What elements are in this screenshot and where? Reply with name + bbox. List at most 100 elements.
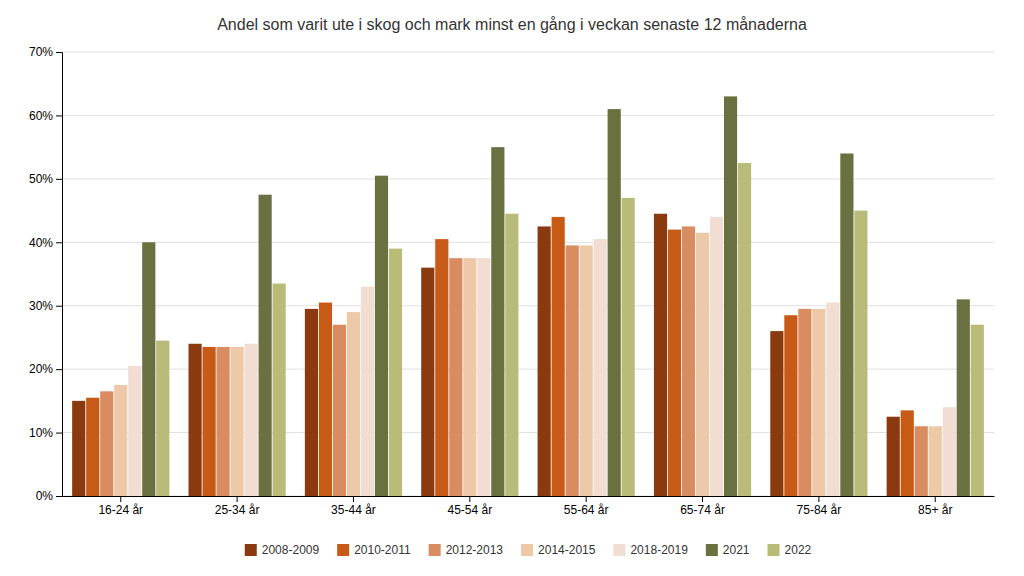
x-tick-mark	[935, 496, 936, 502]
bar	[273, 284, 286, 496]
legend-swatch	[706, 544, 718, 556]
legend-label: 2021	[723, 543, 750, 557]
y-tick-mark	[56, 369, 62, 370]
bar-series	[156, 163, 984, 496]
bar	[552, 217, 565, 496]
x-tick: 85+ år	[918, 496, 952, 517]
grid-line	[62, 178, 994, 179]
x-tick-label: 35-44 år	[331, 503, 376, 517]
x-tick: 25-34 år	[215, 496, 260, 517]
bar	[203, 347, 216, 496]
grid-line	[62, 432, 994, 433]
grid-line	[62, 369, 994, 370]
y-tick-mark	[56, 433, 62, 434]
bar	[854, 211, 867, 496]
y-tick-label: 40%	[29, 236, 53, 250]
x-tick-label: 16-24 år	[98, 503, 143, 517]
legend-item: 2014-2015	[521, 543, 596, 557]
bar	[505, 214, 518, 496]
plot: 0% 10% 20% 30% 40% 50% 60% 70% 16-24 år 25-34 år 3…	[29, 45, 995, 516]
legend-label: 2018-2019	[630, 543, 688, 557]
y-tick-label: 70%	[29, 45, 53, 59]
bar	[901, 410, 914, 496]
bar	[435, 239, 448, 496]
bar-series	[114, 233, 942, 496]
bar	[245, 344, 258, 496]
bar	[943, 407, 956, 496]
x-tick: 75-84 år	[797, 496, 842, 517]
bar	[217, 347, 230, 496]
grid-line	[62, 305, 994, 306]
bar	[189, 344, 202, 496]
bar	[696, 233, 709, 496]
x-tick-mark	[702, 496, 703, 502]
bar	[361, 287, 374, 496]
bar	[682, 226, 695, 496]
bar	[622, 198, 635, 496]
bar-series	[142, 96, 970, 496]
legend-swatch	[337, 544, 349, 556]
y-tick-label: 60%	[29, 109, 53, 123]
legend-label: 2010-2011	[354, 543, 411, 557]
x-tick-label: 75-84 år	[797, 503, 842, 517]
bar	[491, 147, 504, 496]
y-tick: 10%	[29, 426, 62, 440]
x-tick-mark	[353, 496, 354, 502]
y-tick-mark	[56, 496, 62, 497]
x-tick-mark	[237, 496, 238, 502]
bar	[128, 366, 141, 496]
chart: Andel som varit ute i skog och mark mins…	[0, 0, 1024, 576]
y-tick: 30%	[29, 299, 62, 313]
grid-line	[62, 52, 994, 53]
legend-item: 2010-2011	[337, 543, 411, 557]
bar	[231, 347, 244, 496]
y-axis: 0% 10% 20% 30% 40% 50% 60% 70%	[29, 45, 63, 503]
bar	[738, 163, 751, 496]
bar	[156, 341, 169, 496]
x-tick: 16-24 år	[98, 496, 143, 517]
legend-label: 2008-2009	[262, 543, 320, 557]
title: Andel som varit ute i skog och mark mins…	[217, 16, 807, 33]
bar	[826, 303, 839, 496]
legend-swatch	[245, 544, 257, 556]
x-tick: 65-74 år	[680, 496, 725, 517]
bar	[840, 153, 853, 496]
bar-series	[128, 217, 956, 496]
bar	[72, 401, 85, 496]
legend-item: 2008-2009	[245, 543, 320, 557]
bar	[100, 391, 113, 496]
x-tick-mark	[818, 496, 819, 502]
bar	[668, 230, 681, 496]
bar-series	[72, 214, 900, 496]
bar	[86, 398, 99, 496]
legend-swatch	[768, 544, 780, 556]
bar	[375, 176, 388, 496]
bar	[463, 258, 476, 496]
x-tick-label: 45-54 år	[447, 503, 492, 517]
y-tick-mark	[56, 115, 62, 116]
y-tick-label: 20%	[29, 362, 53, 376]
legend-label: 2014-2015	[538, 543, 596, 557]
y-tick-label: 50%	[29, 172, 53, 186]
bar	[305, 309, 318, 496]
x-tick-mark	[586, 496, 587, 502]
bar	[770, 331, 783, 496]
y-tick: 40%	[29, 236, 62, 250]
y-tick-mark	[56, 306, 62, 307]
bar	[538, 226, 551, 496]
x-tick-label: 55-64 år	[564, 503, 609, 517]
x-tick-label: 65-74 år	[680, 503, 725, 517]
bar	[259, 195, 272, 496]
bar	[389, 249, 402, 496]
y-tick-label: 10%	[29, 426, 53, 440]
bar	[654, 214, 667, 496]
x-tick: 55-64 år	[564, 496, 609, 517]
bar	[784, 315, 797, 496]
x-tick-label: 85+ år	[918, 503, 952, 517]
bar	[319, 303, 332, 496]
x-tick-label: 25-34 år	[215, 503, 260, 517]
y-tick-mark	[56, 242, 62, 243]
y-tick-label: 0%	[36, 489, 54, 503]
bar	[421, 268, 434, 496]
grid-line	[62, 496, 994, 497]
